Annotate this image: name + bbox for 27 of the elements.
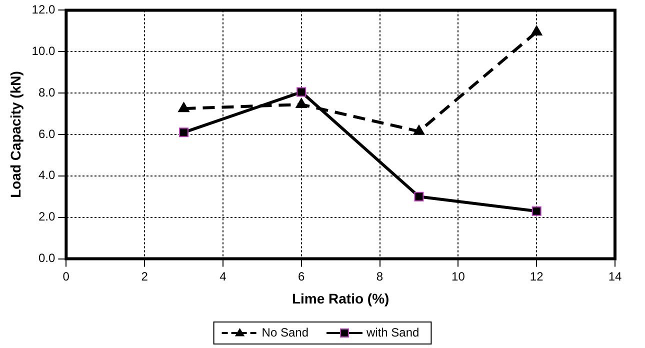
point xyxy=(532,206,542,216)
point xyxy=(178,102,190,112)
y-tick-label: 2.0 xyxy=(38,210,56,224)
y-tick-label: 4.0 xyxy=(38,168,56,182)
legend-label: No Sand xyxy=(262,325,309,340)
x-tick-label: 4 xyxy=(220,269,227,284)
y-tick-label: 8.0 xyxy=(38,85,56,100)
x-tick-label: 0 xyxy=(62,269,70,284)
x-tick-label: 14 xyxy=(608,269,622,284)
y-tick-label: 6.0 xyxy=(38,126,56,141)
legend-label: with Sand xyxy=(366,325,420,340)
y-axis-title: Load Capacity (kN) xyxy=(7,71,24,198)
y-tick-label: 10.0 xyxy=(32,44,56,58)
point xyxy=(296,98,308,108)
point xyxy=(296,87,306,97)
point xyxy=(530,25,542,36)
x-tick-label: 12 xyxy=(530,269,544,284)
x-tick-label: 10 xyxy=(452,269,466,284)
x-tick-label: 2 xyxy=(141,269,148,284)
y-tick-label: 0.0 xyxy=(38,251,56,266)
x-axis-title: Lime Ratio (%) xyxy=(292,290,390,306)
point xyxy=(179,128,189,138)
y-tick-label: 12.0 xyxy=(32,2,56,17)
x-tick-label: 8 xyxy=(376,269,384,284)
point xyxy=(413,124,425,135)
x-tick-label: 6 xyxy=(298,269,306,284)
point xyxy=(414,192,424,202)
